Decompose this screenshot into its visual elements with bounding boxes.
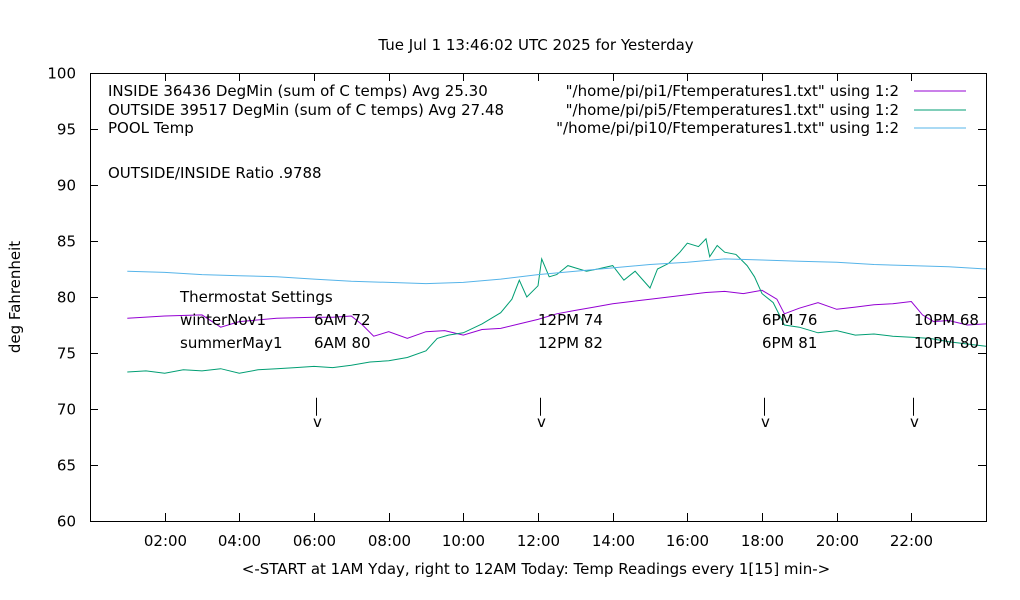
legend-name-pool: POOL Temp	[108, 119, 194, 137]
y-tick-label: 75	[57, 345, 76, 363]
x-tick-label: 18:00	[741, 532, 784, 550]
y-tick-label: 90	[57, 177, 76, 195]
y-axis-label: deg Fahrenheit	[6, 241, 24, 353]
ratio-annotation: OUTSIDE/INSIDE Ratio .9788	[108, 164, 322, 182]
chart-title: Tue Jul 1 13:46:02 UTC 2025 for Yesterda…	[377, 36, 693, 54]
time-marker-glyph: v	[910, 413, 919, 431]
winter-setting-3: 6PM 76	[762, 311, 817, 329]
summer-setting-2: 12PM 82	[538, 334, 603, 352]
legend-file-outside: "/home/pi/pi5/Ftemperatures1.txt" using …	[566, 101, 899, 119]
legend-name-outside: OUTSIDE 39517 DegMin (sum of C temps) Av…	[108, 101, 504, 119]
axis-ticks: 60 65 70 75 80 85 90 95 100 02:00 04:00 06:00 08:00 1…	[47, 65, 986, 550]
time-marker-glyph: v	[761, 413, 770, 431]
time-marker-glyph: v	[313, 413, 322, 431]
time-marker-glyph: v	[537, 413, 546, 431]
x-tick-label: 04:00	[218, 532, 261, 550]
x-tick-label: 12:00	[517, 532, 560, 550]
y-tick-label: 95	[57, 121, 76, 139]
x-tick-label: 06:00	[293, 532, 336, 550]
x-tick-label: 14:00	[592, 532, 635, 550]
winter-setting-1: 6AM 72	[314, 311, 371, 329]
x-tick-label: 08:00	[368, 532, 411, 550]
x-tick-label: 02:00	[144, 532, 187, 550]
series-line-2	[127, 258, 987, 285]
summer-setting-1: 6AM 80	[314, 334, 371, 352]
summer-setting-4: 10PM 80	[914, 334, 979, 352]
series-line-1	[127, 237, 987, 374]
x-tick-label: 20:00	[816, 532, 859, 550]
y-tick-label: 100	[47, 65, 76, 83]
y-tick-label: 70	[57, 401, 76, 419]
y-tick-label: 80	[57, 289, 76, 307]
summer-label: summerMay1	[180, 334, 283, 352]
x-tick-label: 10:00	[442, 532, 485, 550]
winter-setting-2: 12PM 74	[538, 311, 603, 329]
legend-file-pool: "/home/pi/pi10/Ftemperatures1.txt" using…	[556, 119, 899, 137]
summer-setting-3: 6PM 81	[762, 334, 817, 352]
y-tick-label: 60	[57, 513, 76, 531]
y-tick-label: 65	[57, 457, 76, 475]
x-tick-label: 22:00	[890, 532, 933, 550]
y-tick-label: 85	[57, 233, 76, 251]
x-tick-label: 16:00	[666, 532, 709, 550]
legend-file-inside: "/home/pi/pi1/Ftemperatures1.txt" using …	[566, 82, 899, 100]
x-axis-label: <-START at 1AM Yday, right to 12AM Today…	[242, 560, 830, 578]
legend: INSIDE 36436 DegMin (sum of C temps) Avg…	[108, 82, 966, 137]
series-layer	[127, 237, 987, 374]
legend-name-inside: INSIDE 36436 DegMin (sum of C temps) Avg…	[108, 82, 488, 100]
winter-label: winterNov1	[180, 311, 266, 329]
winter-setting-4: 10PM 68	[914, 311, 979, 329]
thermostat-title: Thermostat Settings	[179, 288, 333, 306]
series-line-0	[127, 289, 987, 339]
